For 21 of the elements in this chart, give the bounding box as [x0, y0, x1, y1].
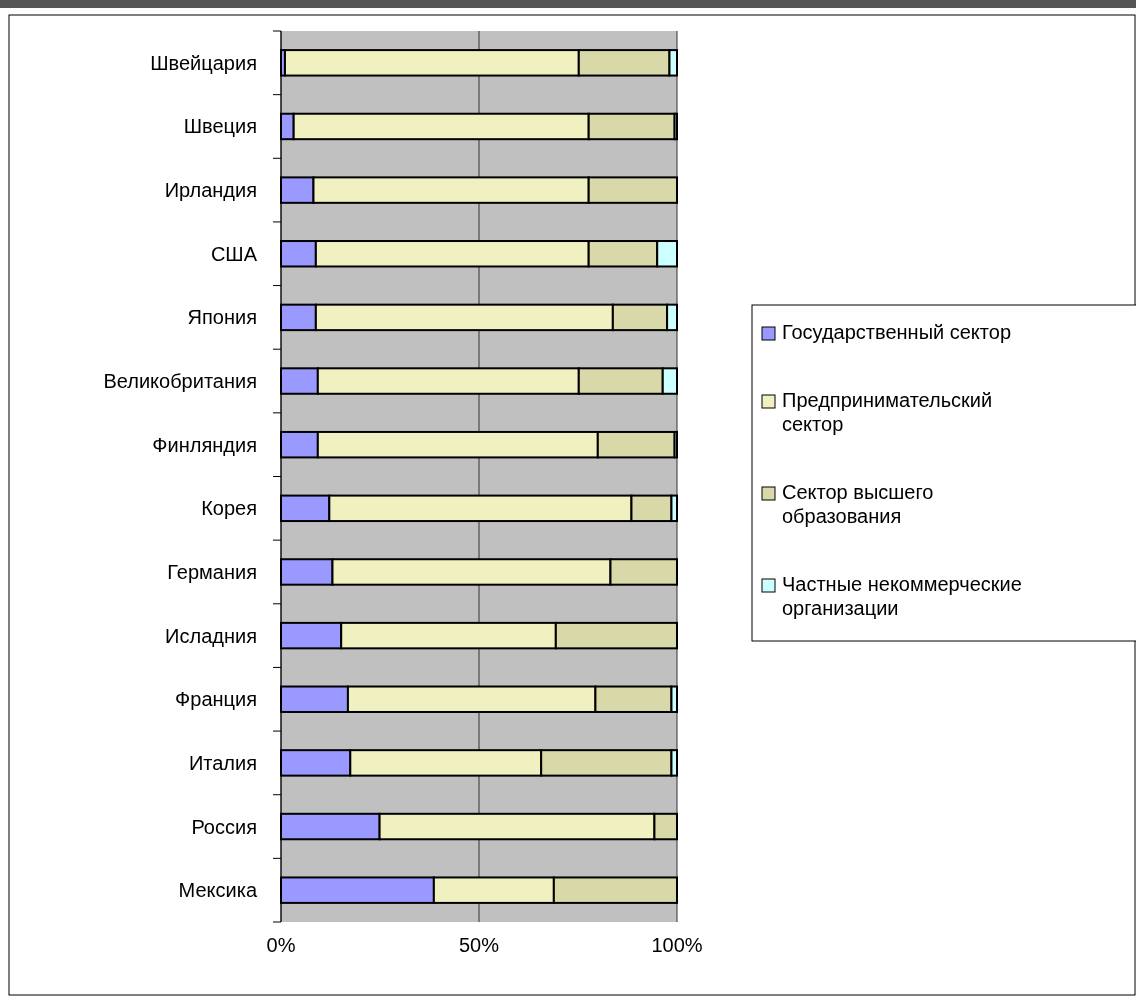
x-tick-label: 50%: [458, 934, 500, 956]
legend-label: Сектор высшего образования: [782, 481, 934, 527]
y-tick-label: Германия: [167, 560, 257, 583]
y-tick-label: Франция: [175, 688, 257, 711]
y-tick-label: Исладния: [165, 624, 257, 647]
legend-label: Частные некоммерческие организации: [782, 573, 1022, 619]
y-tick-label: Италия: [188, 751, 257, 774]
x-tick-label: 100%: [651, 934, 703, 956]
y-tick-label: Корея: [201, 497, 257, 520]
y-tick-label: Швеция: [183, 115, 257, 138]
y-tick-label: Мексика: [178, 879, 258, 902]
y-tick-label: Россия: [191, 815, 257, 838]
legend-label: Государственный сектор: [782, 321, 1012, 343]
y-tick-label: Япония: [187, 306, 257, 329]
x-tick-label: 0%: [266, 934, 296, 956]
y-tick-label: Великобритания: [103, 370, 257, 393]
y-tick-label: Финляндия: [152, 433, 257, 456]
y-tick-label: США: [210, 242, 258, 265]
y-tick-label: Ирландия: [164, 179, 257, 202]
y-tick-label: Швейцария: [150, 51, 257, 74]
legend-label: Предпринимательский сектор: [782, 389, 993, 435]
